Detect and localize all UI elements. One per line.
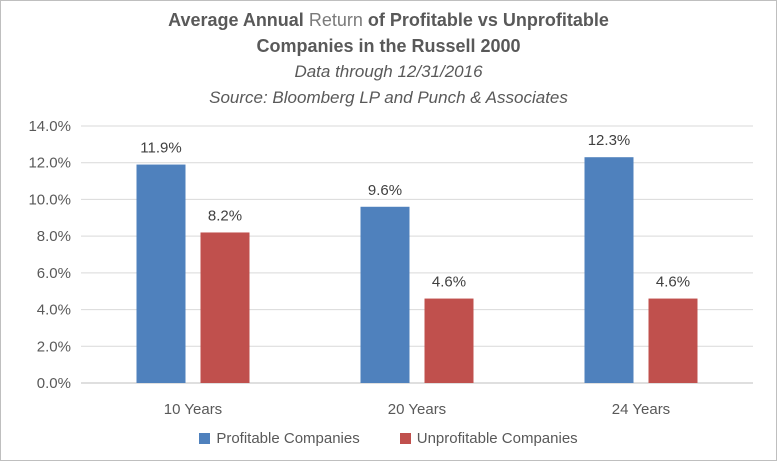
y-tick-label: 8.0% (37, 228, 71, 245)
bar-profitable (584, 157, 634, 383)
chart-title-line2: Companies in the Russell 2000 (256, 36, 521, 56)
chart-subtitle-line1: Data through 12/31/2016 (294, 62, 483, 81)
chart-subtitle-line2: Source: Bloomberg LP and Punch & Associa… (209, 88, 568, 107)
x-category-label: 20 Years (388, 401, 446, 418)
y-tick-label: 14.0% (28, 118, 71, 135)
data-label: 9.6% (368, 182, 402, 199)
bars (136, 157, 698, 383)
x-axis-category-labels: 10 Years 20 Years 24 Years (164, 401, 670, 418)
x-category-label: 10 Years (164, 401, 222, 418)
legend-label-unprofitable: Unprofitable Companies (416, 430, 578, 447)
bar-unprofitable (648, 298, 698, 383)
legend-swatch-unprofitable (399, 433, 411, 444)
bar-unprofitable (424, 298, 474, 383)
y-tick-label: 4.0% (37, 302, 71, 319)
y-tick-label: 12.0% (28, 155, 71, 172)
data-label: 4.6% (656, 274, 690, 291)
y-tick-label: 10.0% (28, 191, 71, 208)
bar-profitable (136, 164, 186, 383)
y-tick-label: 2.0% (37, 338, 71, 355)
chart-title-part1: Average Annual (168, 10, 309, 30)
y-axis-tick-labels: 0.0% 2.0% 4.0% 6.0% 8.0% 10.0% 12.0% 14.0% (28, 118, 71, 392)
data-label: 11.9% (140, 140, 181, 157)
chart-title-part3: of Profitable vs Unprofitable (362, 10, 609, 30)
data-label: 8.2% (208, 207, 242, 224)
chart-title-accent: Return (308, 10, 363, 30)
chart-titles: Average Annual Return of Profitable vs U… (1, 7, 776, 111)
legend-item-unprofitable: Unprofitable Companies (399, 430, 578, 447)
gridlines (81, 125, 753, 384)
y-tick-label: 6.0% (37, 265, 71, 282)
legend: Profitable Companies Unprofitable Compan… (1, 430, 776, 447)
x-category-label: 24 Years (612, 401, 670, 418)
bar-profitable (360, 206, 410, 383)
chart-title-line1: Average Annual Return of Profitable vs U… (1, 7, 776, 33)
legend-label-profitable: Profitable Companies (216, 430, 360, 447)
legend-swatch-profitable (199, 433, 211, 444)
legend-item-profitable: Profitable Companies (199, 430, 360, 447)
data-labels: 11.9% 8.2% 9.6% 4.6% 12.3% 4.6% (140, 132, 690, 290)
data-label: 12.3% (588, 132, 631, 149)
data-label: 4.6% (432, 274, 466, 291)
bar-unprofitable (200, 232, 250, 383)
y-tick-label: 0.0% (37, 375, 71, 392)
